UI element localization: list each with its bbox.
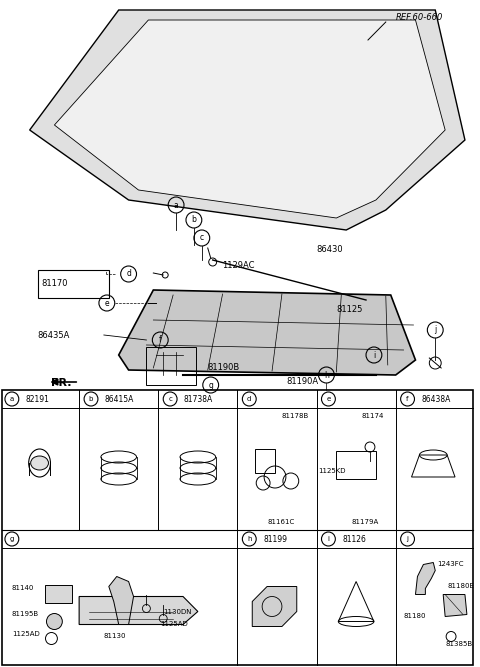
Text: 81738A: 81738A — [184, 394, 213, 404]
Text: d: d — [126, 269, 131, 279]
Bar — [45, 584, 72, 602]
Text: 81140: 81140 — [12, 586, 34, 592]
Text: h: h — [247, 536, 252, 542]
Text: 86438A: 86438A — [421, 394, 451, 404]
Text: 81170: 81170 — [42, 279, 68, 289]
Bar — [146, 347, 196, 385]
Text: 1125AD: 1125AD — [12, 632, 40, 638]
Text: e: e — [105, 299, 109, 307]
Text: i: i — [327, 536, 329, 542]
Text: b: b — [89, 396, 93, 402]
Polygon shape — [54, 20, 445, 218]
Text: 1125KD: 1125KD — [319, 468, 346, 474]
Text: g: g — [10, 536, 14, 542]
Text: 81195B: 81195B — [12, 612, 39, 618]
Text: FR.: FR. — [51, 378, 72, 388]
Ellipse shape — [31, 456, 48, 470]
Bar — [2, 390, 473, 665]
Polygon shape — [252, 586, 297, 626]
Polygon shape — [30, 10, 465, 230]
Text: h: h — [324, 370, 329, 380]
Text: a: a — [10, 396, 14, 402]
Text: 81126: 81126 — [342, 534, 366, 544]
Text: 81125: 81125 — [336, 305, 363, 315]
Text: 1125AD: 1125AD — [160, 622, 188, 628]
Text: f: f — [159, 336, 162, 344]
Text: 86430: 86430 — [316, 245, 343, 255]
Text: 81190B: 81190B — [208, 364, 240, 372]
Text: c: c — [168, 396, 172, 402]
Polygon shape — [119, 290, 416, 375]
Text: 81190A: 81190A — [287, 378, 319, 386]
Text: 81174: 81174 — [361, 413, 384, 419]
Polygon shape — [109, 576, 133, 624]
Polygon shape — [79, 596, 198, 624]
Text: 1130DN: 1130DN — [163, 608, 192, 614]
Text: d: d — [247, 396, 252, 402]
Text: 86435A: 86435A — [37, 331, 70, 340]
Circle shape — [47, 614, 62, 630]
Text: j: j — [407, 536, 408, 542]
Polygon shape — [416, 562, 435, 594]
Text: 81385B: 81385B — [445, 642, 472, 648]
Text: 81199: 81199 — [263, 534, 287, 544]
Text: 81130: 81130 — [104, 634, 126, 640]
Bar — [37, 270, 109, 298]
Text: 82191: 82191 — [26, 394, 49, 404]
Text: 81180: 81180 — [404, 614, 426, 620]
Text: a: a — [174, 201, 179, 209]
Text: REF.60-660: REF.60-660 — [396, 13, 443, 23]
Text: e: e — [326, 396, 331, 402]
Bar — [255, 449, 275, 473]
Text: j: j — [434, 325, 436, 334]
Text: 81179A: 81179A — [351, 519, 378, 525]
Polygon shape — [443, 594, 467, 616]
Text: i: i — [373, 350, 375, 360]
Text: 86415A: 86415A — [105, 394, 134, 404]
Text: f: f — [406, 396, 409, 402]
Text: 81161C: 81161C — [267, 519, 294, 525]
Text: g: g — [208, 380, 213, 390]
Text: c: c — [200, 233, 204, 243]
Text: 81180E: 81180E — [447, 584, 474, 590]
Text: 1129AC: 1129AC — [223, 261, 255, 269]
Text: 81178B: 81178B — [282, 413, 309, 419]
Text: b: b — [192, 215, 196, 225]
Text: 1243FC: 1243FC — [437, 562, 464, 568]
